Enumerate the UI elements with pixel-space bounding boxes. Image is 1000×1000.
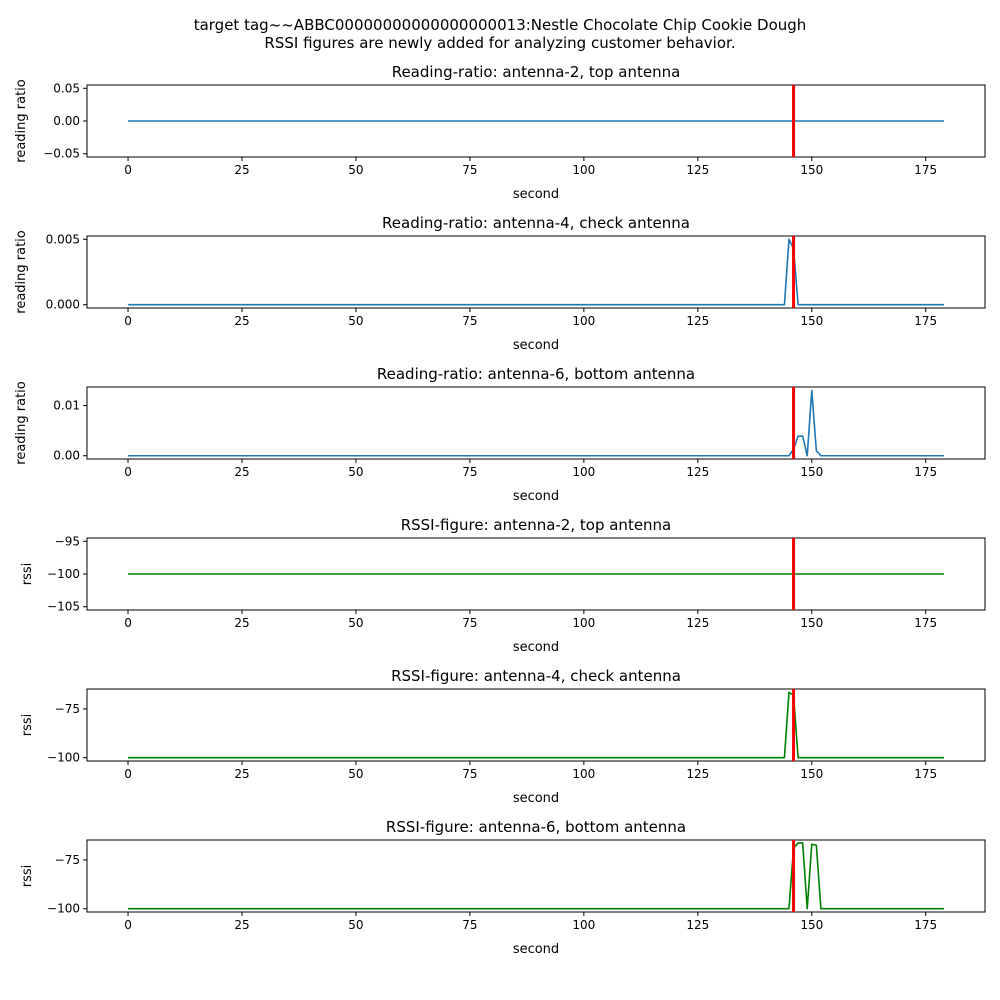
x-tick-label: 100 (572, 465, 595, 479)
x-tick-label: 175 (914, 163, 937, 177)
y-tick-label: −100 (47, 902, 80, 916)
x-tick-label: 175 (914, 616, 937, 630)
x-tick-label: 0 (124, 918, 132, 932)
y-axis-label: reading ratio (14, 79, 29, 163)
x-tick-label: 0 (124, 314, 132, 328)
subplot-title: RSSI-figure: antenna-2, top antenna (401, 516, 672, 534)
y-tick-label: −95 (55, 534, 80, 548)
data-series-line (128, 238, 944, 306)
x-tick-label: 150 (800, 314, 823, 328)
x-tick-label: 75 (462, 163, 477, 177)
data-series-line (128, 389, 944, 457)
x-axis-label: second (513, 187, 559, 202)
axes-frame (86, 688, 986, 762)
figure-suptitle: target tag~~ABBC00000000000000000013:Nes… (0, 16, 1000, 52)
x-tick-label: 25 (234, 465, 249, 479)
subplot-4: RSSI-figure: antenna-2, top antenna 0 25 50… (20, 516, 986, 655)
y-tick-label: −75 (55, 853, 80, 867)
y-tick-label: 0.00 (53, 449, 80, 463)
axes-frame (86, 839, 986, 913)
y-axis-label: rssi (20, 563, 35, 586)
x-tick-label: 150 (800, 163, 823, 177)
subplot-3: Reading-ratio: antenna-6, bottom antenna… (14, 365, 986, 504)
subplot-title: RSSI-figure: antenna-6, bottom antenna (386, 818, 686, 836)
subplot-title: Reading-ratio: antenna-2, top antenna (392, 63, 681, 81)
x-tick-label: 0 (124, 465, 132, 479)
x-axis-label: second (513, 489, 559, 504)
x-tick-label: 125 (686, 314, 709, 328)
y-axis-label: reading ratio (14, 230, 29, 314)
y-tick-label: 0.000 (46, 298, 80, 312)
x-tick-label: 50 (348, 767, 363, 781)
x-tick-label: 125 (686, 767, 709, 781)
x-tick-label: 25 (234, 918, 249, 932)
x-tick-label: 0 (124, 767, 132, 781)
y-tick-label: 0.01 (53, 399, 80, 413)
y-axis-label: reading ratio (14, 381, 29, 465)
x-tick-label: 25 (234, 314, 249, 328)
x-axis-label: second (513, 640, 559, 655)
y-tick-label: 0.05 (53, 81, 80, 95)
x-tick-label: 100 (572, 314, 595, 328)
x-tick-label: 75 (462, 767, 477, 781)
y-tick-label: 0.005 (46, 232, 80, 246)
data-series-line (128, 842, 944, 910)
x-tick-label: 125 (686, 163, 709, 177)
x-tick-label: 125 (686, 918, 709, 932)
x-tick-label: 125 (686, 465, 709, 479)
x-tick-label: 0 (124, 163, 132, 177)
y-tick-label: −105 (47, 600, 80, 614)
x-tick-label: 175 (914, 465, 937, 479)
suptitle-line-2: RSSI figures are newly added for analyzi… (264, 34, 736, 52)
y-axis-label: rssi (20, 865, 35, 888)
x-tick-label: 175 (914, 314, 937, 328)
y-tick-label: −100 (47, 751, 80, 765)
x-tick-label: 0 (124, 616, 132, 630)
x-tick-label: 175 (914, 918, 937, 932)
subplot-6: RSSI-figure: antenna-6, bottom antenna 0 2… (20, 818, 986, 957)
x-tick-label: 50 (348, 465, 363, 479)
subplot-title: Reading-ratio: antenna-4, check antenna (382, 214, 690, 232)
suptitle-line-1: target tag~~ABBC00000000000000000013:Nes… (193, 16, 807, 34)
y-tick-label: −0.05 (43, 147, 80, 161)
x-tick-label: 75 (462, 465, 477, 479)
x-tick-label: 25 (234, 767, 249, 781)
x-axis-label: second (513, 791, 559, 806)
x-tick-label: 25 (234, 616, 249, 630)
x-tick-label: 100 (572, 918, 595, 932)
x-tick-label: 100 (572, 767, 595, 781)
x-tick-label: 175 (914, 767, 937, 781)
x-tick-label: 50 (348, 314, 363, 328)
x-tick-label: 100 (572, 616, 595, 630)
y-tick-label: 0.00 (53, 114, 80, 128)
subplot-5: RSSI-figure: antenna-4, check antenna 0 25… (20, 667, 986, 806)
y-tick-label: −100 (47, 567, 80, 581)
y-tick-label: −75 (55, 702, 80, 716)
x-tick-label: 75 (462, 616, 477, 630)
x-tick-label: 50 (348, 918, 363, 932)
subplot-2: Reading-ratio: antenna-4, check antenna 0… (14, 214, 986, 353)
subplot-title: RSSI-figure: antenna-4, check antenna (391, 667, 681, 685)
x-tick-label: 25 (234, 163, 249, 177)
axes-frame (86, 386, 986, 460)
axes-frame (86, 235, 986, 309)
x-tick-label: 150 (800, 616, 823, 630)
x-tick-label: 100 (572, 163, 595, 177)
x-tick-label: 150 (800, 465, 823, 479)
x-axis-label: second (513, 338, 559, 353)
subplot-title: Reading-ratio: antenna-6, bottom antenna (377, 365, 695, 383)
x-tick-label: 50 (348, 616, 363, 630)
x-tick-label: 50 (348, 163, 363, 177)
x-tick-label: 75 (462, 918, 477, 932)
x-tick-label: 150 (800, 767, 823, 781)
subplot-1: Reading-ratio: antenna-2, top antenna 0 25… (14, 63, 986, 202)
x-axis-label: second (513, 942, 559, 957)
y-axis-label: rssi (20, 714, 35, 737)
x-tick-label: 125 (686, 616, 709, 630)
x-tick-label: 75 (462, 314, 477, 328)
data-series-line (128, 691, 944, 759)
x-tick-label: 150 (800, 918, 823, 932)
